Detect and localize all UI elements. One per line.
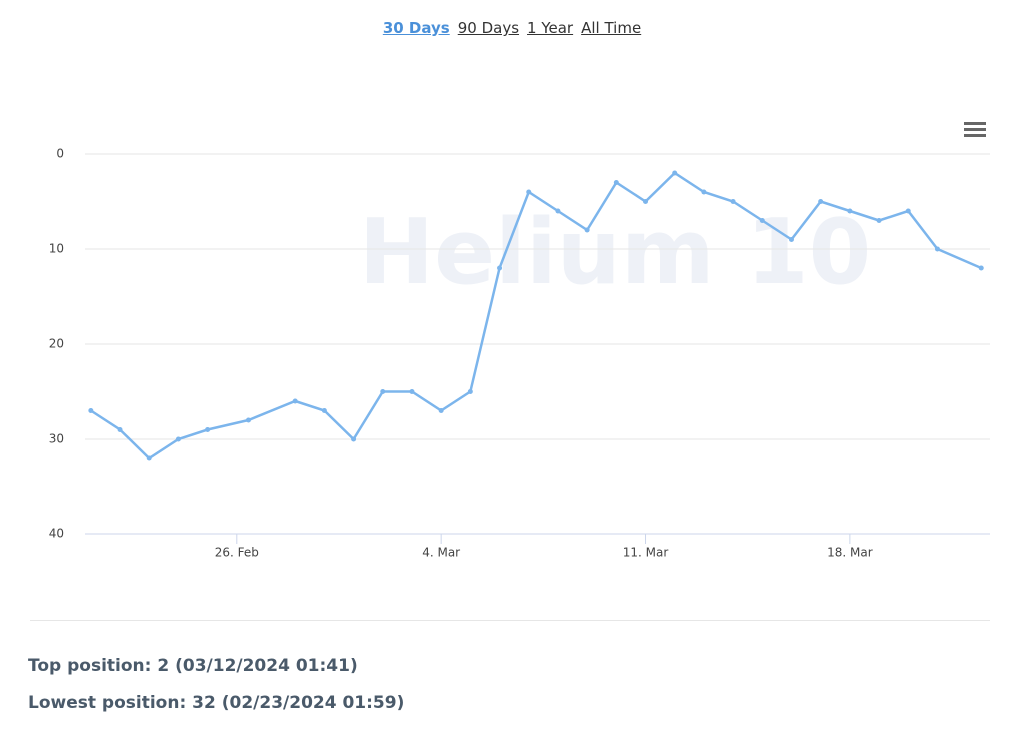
menu-icon[interactable] [964,122,986,137]
point [467,389,473,394]
point [88,408,94,413]
range-tab[interactable]: 90 Days [457,19,520,37]
point [351,436,357,442]
y-tick-label: 30 [49,432,64,446]
point [321,408,327,413]
line-series [90,171,982,460]
point [380,389,386,394]
point [701,189,707,195]
point [409,389,415,394]
point [788,237,794,242]
point [730,199,736,204]
point [497,265,503,271]
x-tick-label: 26. Feb [215,546,259,560]
y-tick-label: 20 [49,337,64,351]
point [584,227,590,233]
point [438,408,444,413]
point [978,265,984,271]
point [205,427,211,432]
point [934,246,940,252]
watermark: Helium 10 [359,200,872,305]
y-tick-label: 10 [49,242,64,256]
range-tab[interactable]: All Time [581,19,642,37]
stat-line: Lowest position: 32 (02/23/2024 01:59) [28,693,405,713]
point [876,218,882,223]
point [905,208,911,214]
point [555,208,561,214]
stat-line: Top position: 2 (03/12/2024 01:41) [28,656,358,676]
point [526,189,532,195]
point [292,398,298,404]
point [847,208,853,214]
point [146,455,152,461]
point [672,170,678,176]
y-tick-label: 40 [49,527,64,541]
separator [30,620,990,621]
point [613,180,619,185]
x-tick-label: 11. Mar [623,546,669,560]
point [818,199,824,204]
point [245,417,251,423]
range-tabs: 30 Days 90 Days 1 Year All Time [0,19,1024,37]
y-tick-label: 0 [56,147,64,161]
x-tick-label: 18. Mar [827,546,873,560]
point [175,436,181,442]
chart: Helium 10 0 10 20 30 40 26. Feb 4. Mar 11. Mar 1… [49,122,990,560]
point [117,427,123,432]
stats: Top position: 2 (03/12/2024 01:41) Lowest… [28,648,404,722]
x-tick-label: 4. Mar [422,546,460,560]
range-tab[interactable]: 1 Year [527,19,574,37]
point [643,199,649,204]
range-tab[interactable]: 30 Days [382,19,450,37]
point [759,218,765,223]
